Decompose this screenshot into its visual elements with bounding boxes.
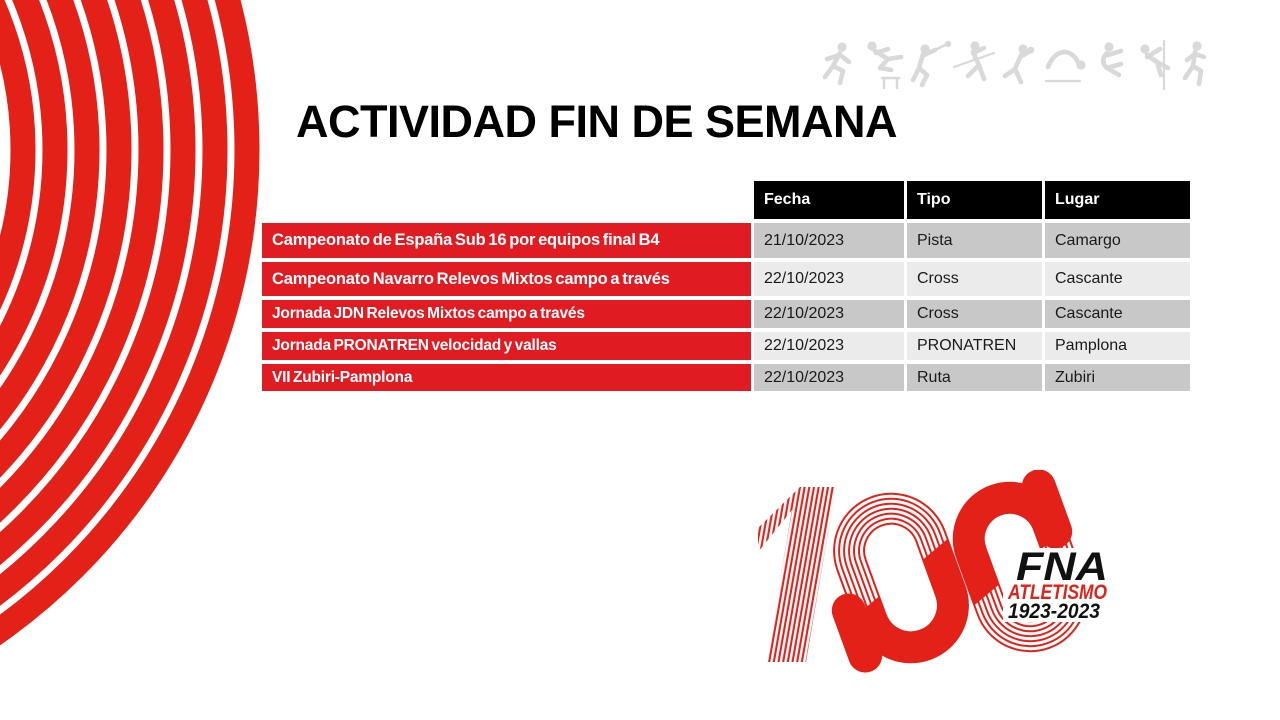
lugar-cell: Camargo (1045, 223, 1190, 258)
runner-icon (822, 42, 852, 86)
tipo-cell: Ruta (907, 364, 1042, 391)
logo-atletismo-text: ATLETISMO (1007, 581, 1107, 604)
javelin-icon (952, 41, 996, 82)
tipo-cell: Pista (907, 223, 1042, 258)
schedule-table: Fecha Tipo Lugar Campeonato de España Su… (262, 181, 1190, 391)
table-corner-spacer (262, 181, 751, 219)
athletics-pictogram-strip (822, 40, 1207, 91)
column-header-fecha: Fecha (754, 181, 904, 219)
centenary-logo: FNA ATLETISMO 1923-2023 (758, 470, 1133, 673)
lugar-cell: Cascante (1045, 262, 1190, 296)
lugar-cell: Zubiri (1045, 364, 1190, 391)
event-name-cell: VII Zubiri-Pamplona (262, 364, 751, 391)
tipo-cell: Cross (907, 300, 1042, 328)
column-header-lugar: Lugar (1045, 181, 1190, 219)
logo-digit-one (758, 487, 836, 662)
lugar-cell: Pamplona (1045, 332, 1190, 360)
page-title: ACTIVIDAD FIN DE SEMANA (296, 96, 898, 147)
event-name-cell: Campeonato Navarro Relevos Mixtos campo … (262, 262, 751, 296)
shot-put-icon (1002, 44, 1035, 85)
fecha-cell: 22/10/2023 (754, 332, 904, 360)
logo-zero-one (831, 492, 969, 673)
pole-vault-icon (1140, 40, 1171, 91)
long-jump-icon (1100, 42, 1124, 78)
lugar-cell: Cascante (1045, 300, 1190, 328)
logo-fna-text: FNA (1016, 545, 1108, 589)
fecha-cell: 22/10/2023 (754, 262, 904, 296)
high-jump-icon (1044, 49, 1086, 83)
logo-text-backdrop (1003, 548, 1133, 622)
hammer-throw-icon (910, 40, 952, 88)
event-name-cell: Jornada JDN Relevos Mixtos campo a travé… (262, 300, 751, 328)
event-name-cell: Campeonato de España Sub 16 por equipos … (262, 223, 751, 258)
column-header-tipo: Tipo (907, 181, 1042, 219)
hurdles-icon (867, 41, 904, 90)
logo-years-text: 1923-2023 (1008, 600, 1100, 623)
fecha-cell: 22/10/2023 (754, 300, 904, 328)
concentric-circles-decoration (0, 0, 260, 646)
fecha-cell: 22/10/2023 (754, 364, 904, 391)
race-walk-icon (1182, 41, 1207, 87)
tipo-cell: PRONATREN (907, 332, 1042, 360)
event-name-cell: Jornada PRONATREN velocidad y vallas (262, 332, 751, 360)
fecha-cell: 21/10/2023 (754, 223, 904, 258)
tipo-cell: Cross (907, 262, 1042, 296)
